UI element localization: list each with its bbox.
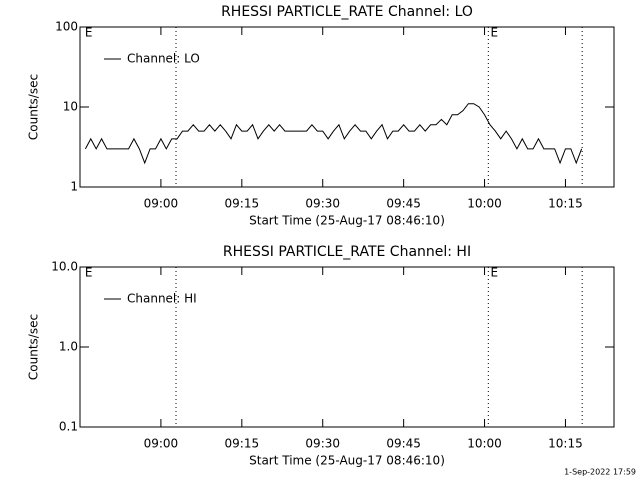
x-tick-label: 10:15 <box>548 197 583 211</box>
y-tick-label: 0.1 <box>59 420 78 434</box>
y-tick-label: 100 <box>55 20 78 34</box>
footer-timestamp: 1-Sep-2022 17:59 <box>564 468 636 477</box>
flag-label: E <box>490 26 498 40</box>
chart-title: RHESSI PARTICLE_RATE Channel: LO <box>221 4 473 20</box>
y-tick-label: 1 <box>70 180 78 194</box>
chart-title: RHESSI PARTICLE_RATE Channel: HI <box>223 244 471 260</box>
x-tick-label: 10:00 <box>467 437 502 451</box>
x-tick-label: 09:15 <box>225 437 260 451</box>
x-tick-label: 09:00 <box>144 197 179 211</box>
flag-label: E <box>85 266 93 280</box>
y-axis-label: Counts/sec <box>27 314 41 380</box>
x-tick-label: 09:45 <box>386 437 421 451</box>
y-tick-label: 10 <box>63 100 78 114</box>
x-tick-label: 09:15 <box>225 197 260 211</box>
y-axis-label: Counts/sec <box>27 74 41 140</box>
x-tick-label: 09:45 <box>386 197 421 211</box>
legend-label: Channel: HI <box>127 292 197 306</box>
x-axis-label: Start Time (25-Aug-17 08:46:10) <box>249 454 445 468</box>
legend-label: Channel: LO <box>127 52 200 66</box>
flag-label: E <box>490 266 498 280</box>
x-tick-label: 09:30 <box>305 197 340 211</box>
flag-label: E <box>85 26 93 40</box>
x-tick-label: 09:30 <box>305 437 340 451</box>
data-line <box>84 103 583 165</box>
x-axis-label: Start Time (25-Aug-17 08:46:10) <box>249 214 445 228</box>
y-tick-label: 1.0 <box>59 340 78 354</box>
x-tick-label: 10:00 <box>467 197 502 211</box>
x-tick-label: 10:15 <box>548 437 583 451</box>
y-tick-label: 10.0 <box>51 260 78 274</box>
x-tick-label: 09:00 <box>144 437 179 451</box>
